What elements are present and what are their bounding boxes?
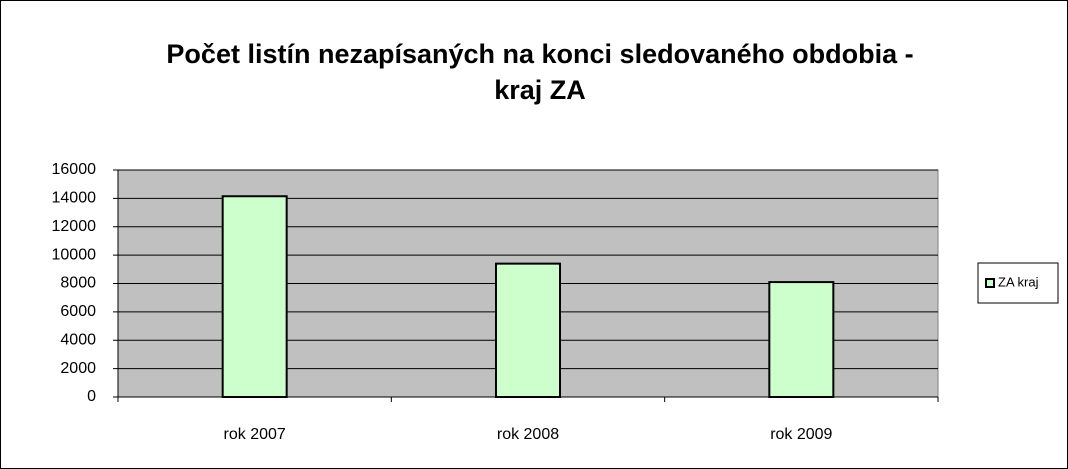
y-tick-label: 4000 <box>60 331 96 348</box>
legend-label: ZA kraj <box>998 274 1039 289</box>
x-tick-label: rok 2008 <box>497 426 559 443</box>
chart-title: Počet listín nezapísaných na konci sledo… <box>166 39 914 105</box>
y-tick-label: 10000 <box>52 246 97 263</box>
y-tick-label: 12000 <box>52 218 97 235</box>
x-tick-label: rok 2007 <box>224 426 286 443</box>
y-tick-label: 8000 <box>60 275 96 292</box>
y-tick-label: 6000 <box>60 303 96 320</box>
y-tick-label: 2000 <box>60 360 96 377</box>
x-tick-label: rok 2009 <box>770 426 832 443</box>
y-tick-label: 0 <box>87 388 96 405</box>
bar <box>221 195 288 398</box>
bar <box>768 281 835 398</box>
y-tick-label: 16000 <box>52 161 97 178</box>
bar <box>495 262 561 399</box>
legend-swatch <box>985 278 995 288</box>
y-tick-label: 14000 <box>52 190 97 207</box>
